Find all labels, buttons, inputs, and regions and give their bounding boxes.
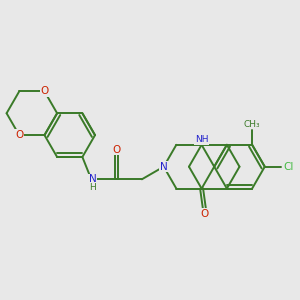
Text: CH₃: CH₃ xyxy=(244,120,260,129)
Text: O: O xyxy=(40,86,49,96)
Text: H: H xyxy=(89,183,96,192)
Text: N: N xyxy=(89,174,97,184)
Text: O: O xyxy=(15,130,23,140)
Text: O: O xyxy=(200,208,209,219)
Text: N: N xyxy=(160,162,168,172)
Text: Cl: Cl xyxy=(284,162,294,172)
Text: N: N xyxy=(160,162,168,172)
Text: O: O xyxy=(112,145,121,154)
Text: NH: NH xyxy=(195,135,208,144)
